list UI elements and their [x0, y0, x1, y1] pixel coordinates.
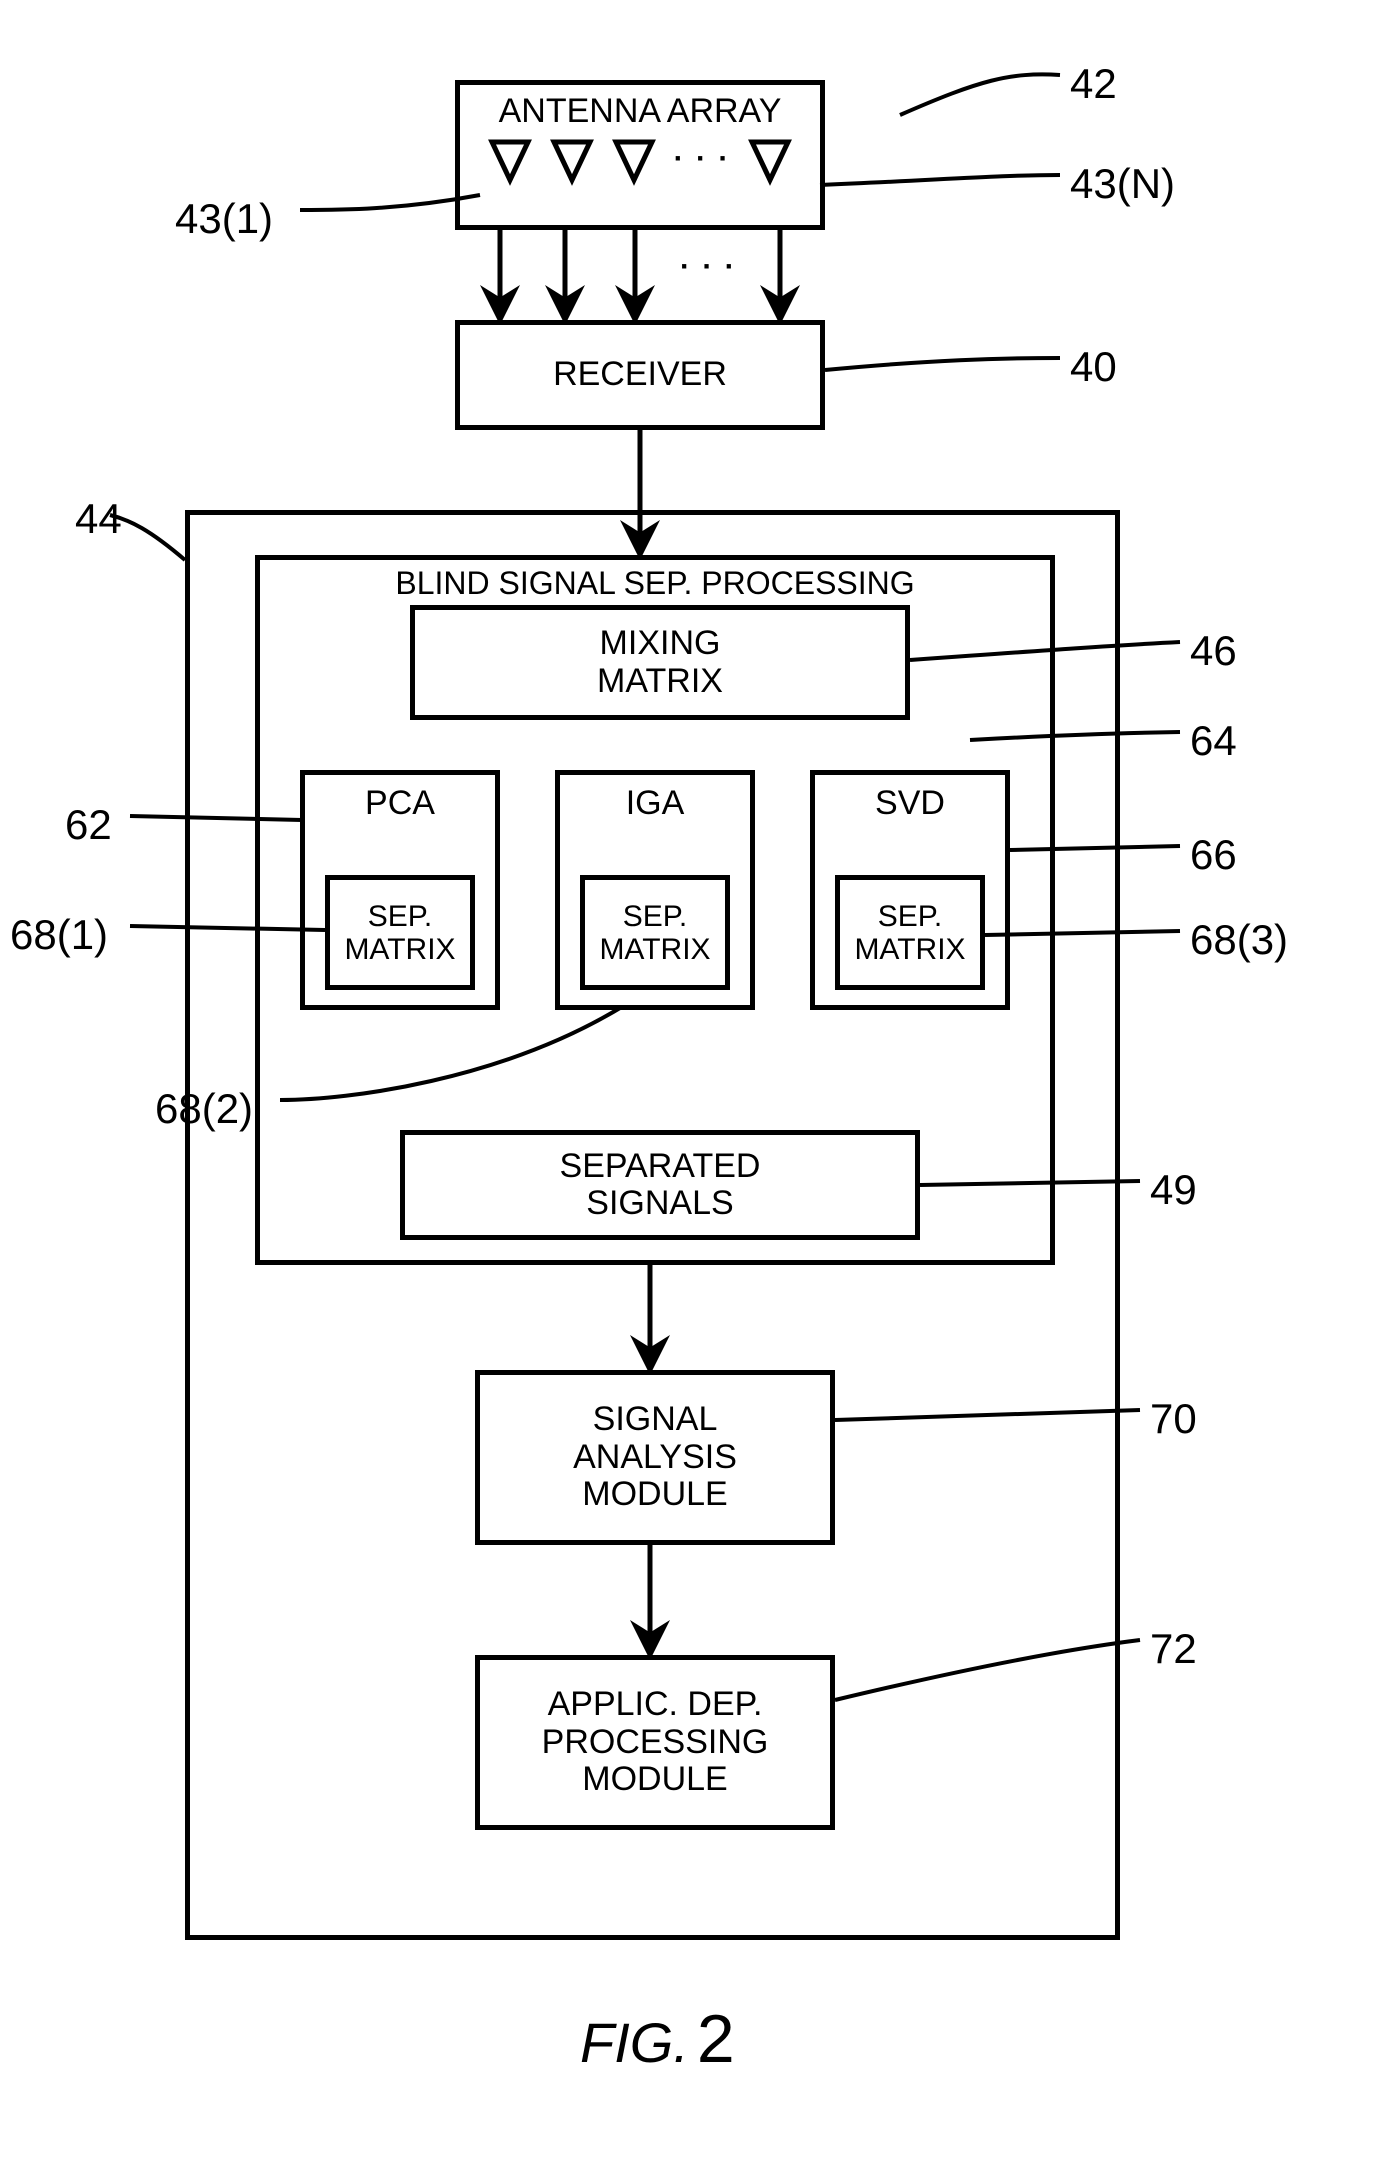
separated-signals-box: SEPARATED SIGNALS [400, 1130, 920, 1240]
ref-label-49: 49 [1150, 1166, 1197, 1214]
sam-l2: ANALYSIS [573, 1439, 737, 1476]
ref-label-64: 64 [1190, 717, 1237, 765]
ref-label-431: 43(1) [175, 195, 273, 243]
app-dep-box: APPLIC. DEP. PROCESSING MODULE [475, 1655, 835, 1830]
ref-label-42: 42 [1070, 60, 1117, 108]
signal-analysis-box: SIGNAL ANALYSIS MODULE [475, 1370, 835, 1545]
adp-l3: MODULE [582, 1761, 727, 1798]
antenna-icons-row: · · · [488, 138, 793, 186]
ref-label-46: 46 [1190, 627, 1237, 675]
pca-sep-l2: MATRIX [344, 933, 455, 966]
iga-sep-matrix-box: SEP. MATRIX [580, 875, 730, 990]
figure-label: FIG. 2 [580, 2000, 735, 2078]
iga-sep-l2: MATRIX [599, 933, 710, 966]
antenna-icon [550, 138, 594, 186]
ref-label-683: 68(3) [1190, 916, 1288, 964]
svd-sep-l1: SEP. [878, 900, 943, 933]
antenna-icon [488, 138, 532, 186]
ref-label-682: 68(2) [155, 1085, 253, 1133]
ref-label-70: 70 [1150, 1395, 1197, 1443]
figure-number: 2 [697, 2000, 735, 2078]
sam-l1: SIGNAL [593, 1401, 718, 1438]
ref-label-66: 66 [1190, 831, 1237, 879]
mixing-l2: MATRIX [597, 663, 723, 700]
separated-l1: SEPARATED [560, 1148, 761, 1185]
ref-label-43N: 43(N) [1070, 160, 1175, 208]
pca-sep-l1: SEP. [368, 900, 433, 933]
adp-l1: APPLIC. DEP. [548, 1686, 763, 1723]
ref-label-40: 40 [1070, 343, 1117, 391]
receiver-box: RECEIVER [455, 320, 825, 430]
ref-label-681: 68(1) [10, 911, 108, 959]
arrow-ellipsis: · · · [680, 250, 737, 284]
antenna-array-title: ANTENNA ARRAY [499, 93, 782, 130]
iga-sep-l1: SEP. [623, 900, 688, 933]
separated-l2: SIGNALS [586, 1185, 733, 1222]
mixing-l1: MIXING [600, 625, 721, 662]
adp-l2: PROCESSING [542, 1724, 769, 1761]
antenna-icon [612, 138, 656, 186]
svd-sep-l2: MATRIX [854, 933, 965, 966]
receiver-title: RECEIVER [553, 356, 727, 393]
ref-label-62: 62 [65, 801, 112, 849]
ref-label-72: 72 [1150, 1625, 1197, 1673]
antenna-icon [748, 138, 792, 186]
ref-label-44: 44 [75, 495, 122, 543]
svd-sep-matrix-box: SEP. MATRIX [835, 875, 985, 990]
iga-title: IGA [626, 785, 685, 822]
svd-title: SVD [875, 785, 945, 822]
bss-title: BLIND SIGNAL SEP. PROCESSING [260, 566, 1050, 601]
pca-title: PCA [365, 785, 435, 822]
antenna-ellipsis: · · · [674, 138, 731, 175]
antenna-array-box: ANTENNA ARRAY · · · [455, 80, 825, 230]
sam-l3: MODULE [582, 1476, 727, 1513]
figure-prefix: FIG. [580, 2010, 689, 2075]
pca-sep-matrix-box: SEP. MATRIX [325, 875, 475, 990]
diagram-canvas: ANTENNA ARRAY · · · RECEIVER BLIND SIGNA… [0, 0, 1380, 2175]
mixing-matrix-box: MIXING MATRIX [410, 605, 910, 720]
